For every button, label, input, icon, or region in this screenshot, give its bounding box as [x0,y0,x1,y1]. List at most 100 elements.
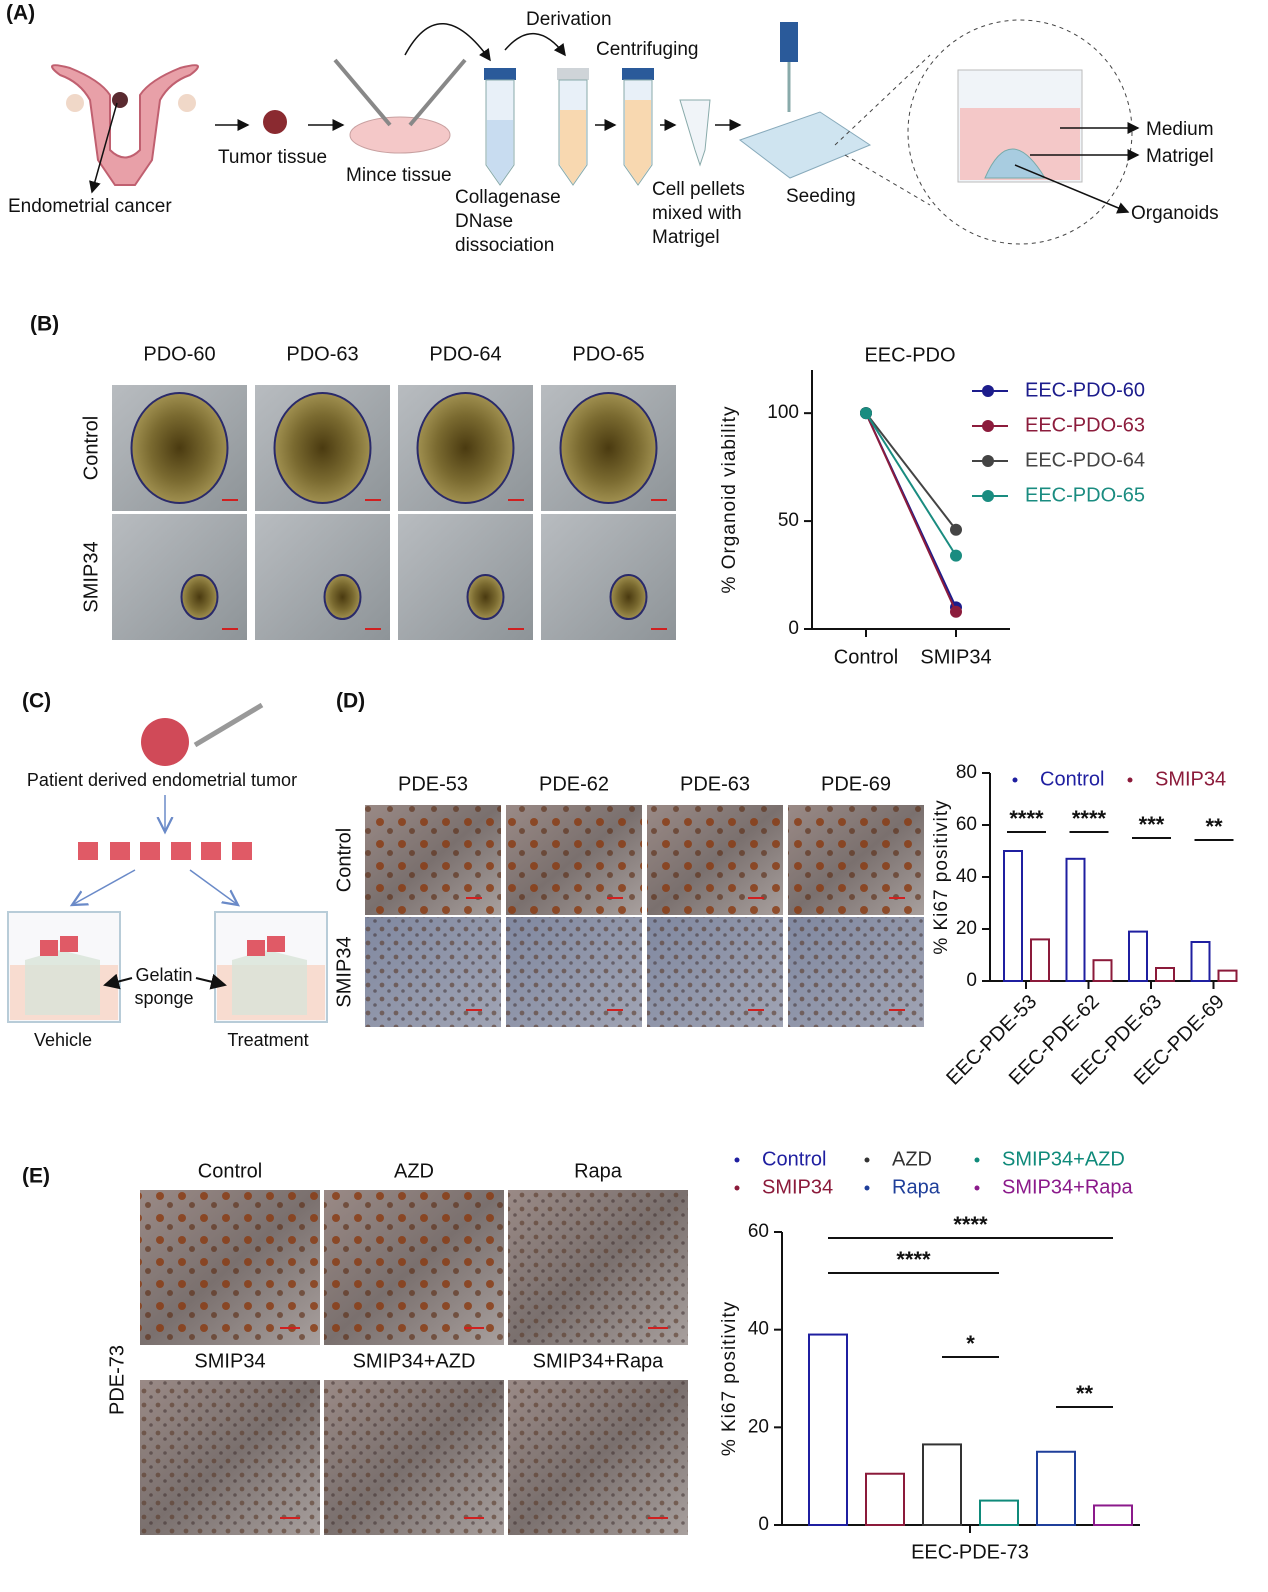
caption: DNase [455,211,513,232]
arrow [72,869,136,905]
x-tick-label: SMIP34 [920,646,991,668]
ovary [178,94,196,112]
legend-marker [982,385,994,397]
panel-label: (C) [22,690,51,713]
organoid [416,392,515,504]
caption: Mince tissue [346,165,452,186]
panel-c: (C) Patient derived endometrial tumor Ge… [7,690,328,1050]
legend-marker [982,420,994,432]
scalpel [408,58,467,127]
column-label: PDE-62 [539,773,609,795]
y-tick-label: 20 [956,918,977,939]
legend-label: SMIP34+Rapa [1002,1176,1134,1198]
micrograph [112,514,247,640]
bar [865,1472,905,1526]
legend-label: SMIP34 [762,1176,833,1198]
bar [1093,1504,1133,1527]
panel-label: (D) [336,690,365,713]
stain [324,1380,504,1535]
caption: Cell pellets [652,179,745,200]
scale-bar [648,1327,668,1329]
legend-marker [974,1185,980,1191]
image-label: Rapa [574,1160,623,1182]
tissue [60,936,78,952]
legend-marker [982,490,994,502]
stain [506,805,642,915]
arrow [89,102,118,194]
caption: Vehicle [34,1030,92,1050]
y-tick-label: 0 [788,618,799,639]
caption: dissociation [455,235,554,256]
series-line [865,412,957,613]
legend-label: SMIP34 [1155,768,1226,790]
bar [979,1499,1019,1527]
y-tick-label: 20 [748,1416,769,1437]
legend-marker [734,1185,740,1191]
stain [647,805,783,915]
uterus-icon [51,64,199,186]
legend-label: EEC-PDO-64 [1025,449,1145,471]
arrow [195,973,227,990]
arrow [404,23,491,62]
arrow [189,869,238,905]
image-label: Control [198,1160,262,1182]
significance-label: *** [1139,812,1165,837]
stain [324,1190,504,1345]
scale-bar [651,628,667,630]
tube-icon [484,68,516,186]
tube-icon [557,68,589,186]
stain [788,805,924,915]
legend-marker [982,455,994,467]
column-label: PDE-69 [821,773,891,795]
x-tick-label: EEC-PDE-73 [911,1541,1029,1563]
bar [1190,941,1211,982]
bar [1155,967,1175,982]
stain [508,1380,688,1535]
stain [365,805,501,915]
scale-bar [464,1517,484,1519]
point [950,523,962,536]
y-axis-label: % Organoid viability [719,406,740,594]
column-label: PDE-63 [680,773,750,795]
tissue-pieces [78,842,252,860]
y-tick-label: 0 [758,1514,769,1535]
image-label: AZD [394,1160,434,1182]
caption: mixed with [652,203,742,224]
point [950,605,962,618]
caption: Matrigel [1146,146,1214,167]
scale-bar [748,897,764,899]
plate-icon [738,111,872,179]
micrograph [398,514,533,640]
row-label: PDE-73 [106,1345,128,1415]
row-label: SMIP34 [333,936,355,1007]
organoid [273,392,372,504]
scale-bar [508,499,524,501]
significance-label: **** [953,1212,988,1237]
scale-bar [222,628,238,630]
y-tick-label: 40 [956,866,977,887]
y-tick-label: 60 [956,814,977,835]
caption: Seeding [786,186,856,207]
panel-label: (A) [6,2,35,25]
tissue [267,936,285,952]
point [860,407,872,420]
column-label: PDE-53 [398,773,468,795]
legend-label: Rapa [892,1176,941,1198]
panel-label: (E) [22,1165,50,1188]
scale-bar [889,1009,905,1011]
legend-label: AZD [892,1148,932,1170]
arrow [103,973,133,990]
scale-bar [648,1517,668,1519]
scale-bar [280,1327,300,1329]
arrow [1014,164,1130,214]
scale-bar [889,897,905,899]
bar [922,1443,962,1527]
scale-bar [508,628,524,630]
point [950,549,962,562]
x-tick-label: Control [834,646,898,668]
tumor-tissue-icon [263,110,287,134]
organoid [559,392,658,504]
legend-label: EEC-PDO-63 [1025,414,1145,436]
legend-label: SMIP34+AZD [1002,1148,1125,1170]
bar [1128,930,1148,982]
